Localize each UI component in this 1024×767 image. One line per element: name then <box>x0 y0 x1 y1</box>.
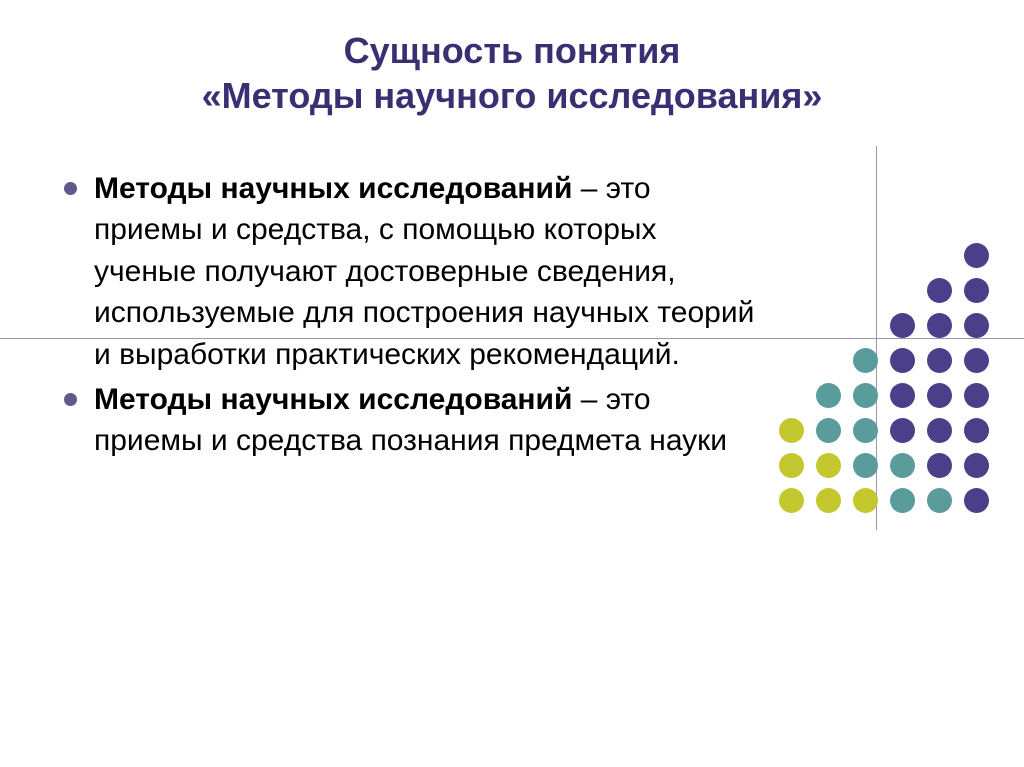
decor-dot <box>964 313 989 338</box>
decor-dot <box>853 383 878 408</box>
decor-dot <box>927 348 952 373</box>
decor-dot <box>927 313 952 338</box>
decor-dot <box>890 348 915 373</box>
decor-dot <box>927 453 952 478</box>
decor-dot <box>927 418 952 443</box>
decor-dot <box>964 348 989 373</box>
dot-grid-decor <box>779 243 1001 523</box>
decor-dot <box>853 488 878 513</box>
decor-dot <box>964 453 989 478</box>
bullet-list: Методы научных исследований – это приемы… <box>58 168 758 466</box>
decor-dot <box>964 383 989 408</box>
decor-dot <box>816 488 841 513</box>
decor-dot <box>779 453 804 478</box>
decor-dot <box>890 488 915 513</box>
decor-dot <box>927 383 952 408</box>
decor-dot <box>816 418 841 443</box>
decor-dot <box>964 243 989 268</box>
title-line-1: Сущность понятия <box>0 28 1024 73</box>
decor-dot <box>890 418 915 443</box>
decor-dot <box>779 418 804 443</box>
bullet-bold-lead: Методы научных исследований <box>94 172 572 205</box>
bullet-bold-lead: Методы научных исследований <box>94 383 572 416</box>
decor-dot <box>890 453 915 478</box>
title-line-2: «Методы научного исследования» <box>0 73 1024 118</box>
decor-dot <box>853 418 878 443</box>
decor-dot <box>853 453 878 478</box>
decor-dot <box>890 383 915 408</box>
slide-title: Сущность понятия «Методы научного исслед… <box>0 28 1024 118</box>
bullet-item: Методы научных исследований – это приемы… <box>58 379 758 462</box>
decor-dot <box>816 453 841 478</box>
decor-dot <box>890 313 915 338</box>
decor-dot <box>927 278 952 303</box>
decor-dot <box>927 488 952 513</box>
bullet-item: Методы научных исследований – это приемы… <box>58 168 758 375</box>
decor-dot <box>779 488 804 513</box>
decor-dot <box>964 278 989 303</box>
slide: Сущность понятия «Методы научного исслед… <box>0 0 1024 767</box>
decor-dot <box>964 488 989 513</box>
decor-dot <box>816 383 841 408</box>
decor-dot <box>964 418 989 443</box>
decor-dot <box>853 348 878 373</box>
